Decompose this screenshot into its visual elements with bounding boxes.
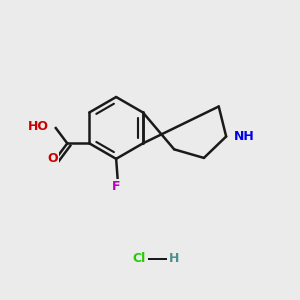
Text: NH: NH bbox=[233, 130, 254, 143]
Text: O: O bbox=[47, 152, 58, 165]
Text: HO: HO bbox=[27, 120, 48, 133]
Text: F: F bbox=[112, 180, 120, 193]
Text: Cl: Cl bbox=[132, 252, 146, 266]
Text: H: H bbox=[169, 252, 179, 266]
